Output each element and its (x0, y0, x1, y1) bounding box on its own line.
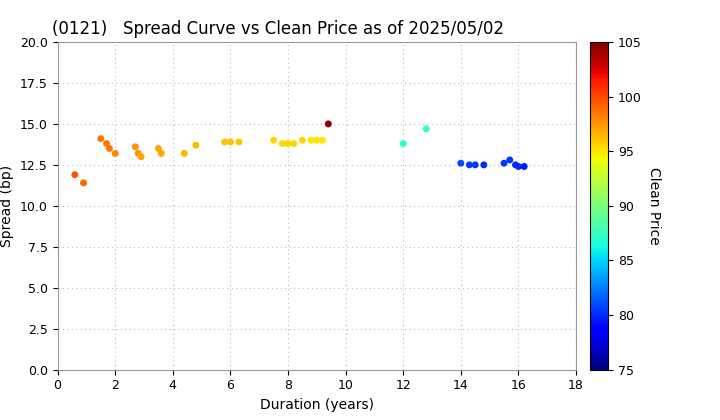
Point (132, 150, 144, 157)
Point (219, 139, 230, 145)
Point (513, 163, 524, 170)
Point (397, 140, 409, 147)
Point (498, 160, 510, 167)
Point (288, 140, 300, 147)
Point (455, 160, 467, 167)
Point (469, 161, 481, 168)
Point (179, 150, 190, 157)
Point (518, 163, 530, 170)
Point (135, 153, 147, 160)
Point (153, 145, 164, 152)
Point (225, 139, 236, 145)
Point (305, 137, 317, 144)
Point (323, 121, 334, 127)
Point (297, 137, 308, 144)
Point (104, 145, 115, 152)
Point (478, 161, 490, 168)
Point (420, 126, 432, 132)
Y-axis label: Clean Price: Clean Price (647, 167, 662, 245)
Point (282, 140, 294, 147)
X-axis label: Duration (years): Duration (years) (260, 398, 374, 412)
Point (317, 137, 328, 144)
Point (268, 137, 279, 144)
Point (311, 137, 323, 144)
Point (101, 140, 112, 147)
Point (504, 157, 516, 163)
Text: (0121)   Spread Curve vs Clean Price as of 2025/05/02: (0121) Spread Curve vs Clean Price as of… (53, 20, 505, 38)
Point (156, 150, 167, 157)
Point (190, 142, 202, 149)
Point (78, 179, 89, 186)
Point (95, 135, 107, 142)
Y-axis label: Spread (bp): Spread (bp) (1, 165, 14, 247)
Point (233, 139, 245, 145)
Point (464, 161, 475, 168)
Point (510, 161, 521, 168)
Point (130, 144, 141, 150)
Point (69, 171, 81, 178)
Point (276, 140, 288, 147)
Point (109, 150, 121, 157)
